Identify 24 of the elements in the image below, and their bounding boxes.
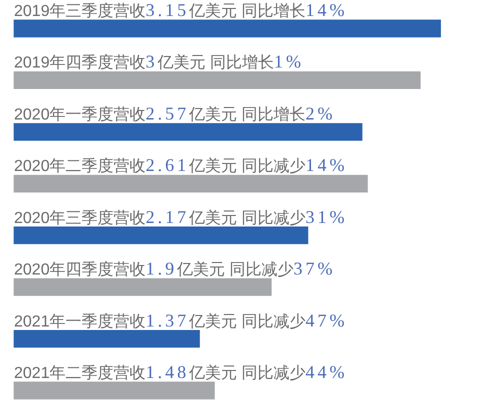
data-label: 营收2.17亿美元 同比减少31%: [114, 206, 348, 227]
data-label: 营收3亿美元 同比增长1%: [114, 52, 304, 72]
bar: [14, 382, 215, 400]
bar: [14, 71, 421, 90]
y-tick-label: 2021年一季度: [14, 312, 114, 330]
y-tick-label: 2020年三季度: [14, 208, 114, 227]
data-label: 营收1.37亿美元 同比减少47%: [114, 310, 348, 330]
bar: [14, 278, 272, 296]
y-tick-label: 2021年二季度: [14, 364, 114, 382]
y-tick-label: 2020年二季度: [14, 157, 114, 176]
bar: [14, 20, 441, 38]
bar: [14, 330, 200, 348]
data-label: 营收1.9亿美元 同比减少37%: [114, 258, 336, 279]
y-tick-label: 2019年四季度: [14, 54, 114, 72]
y-tick-label: 2020年四季度: [14, 260, 114, 279]
bar: [14, 174, 368, 192]
bar: [14, 226, 308, 244]
data-label: 营收1.48亿美元 同比减少44%: [114, 362, 348, 382]
data-label: 营收2.61亿美元 同比减少14%: [114, 155, 348, 176]
data-label: 营收2.57亿美元 同比增长2%: [114, 103, 336, 124]
y-tick-label: 2020年一季度: [14, 105, 114, 124]
data-label: 营收3.15亿美元 同比增长14%: [114, 0, 348, 20]
y-tick-label: 2019年三季度: [14, 2, 114, 20]
bar: [14, 123, 362, 141]
